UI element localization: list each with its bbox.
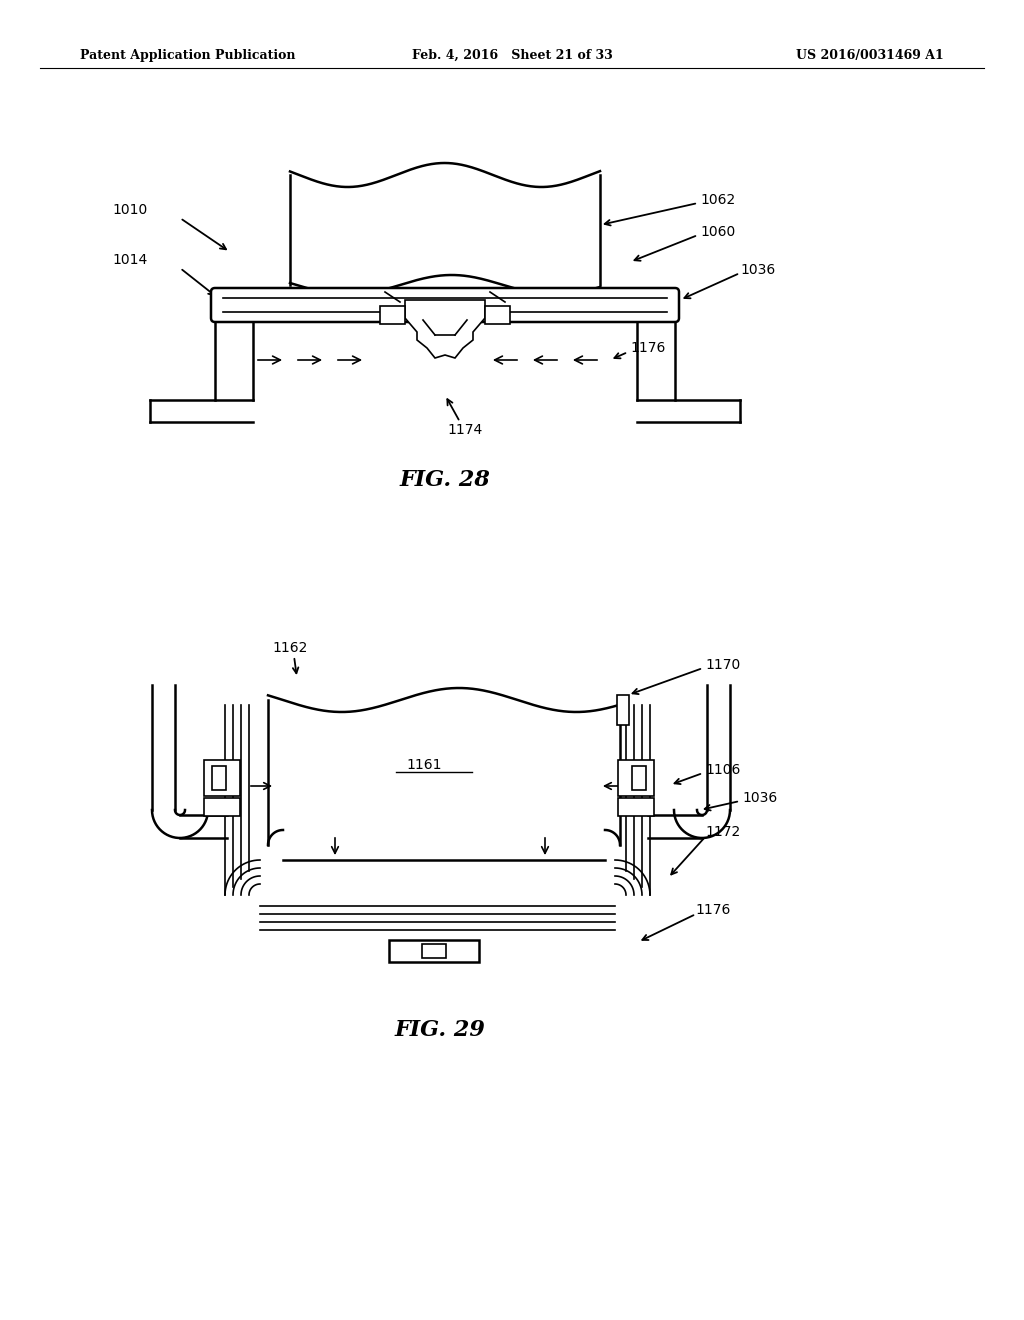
Bar (485, 306, 510, 323)
Text: 1036: 1036 (740, 263, 775, 277)
Text: 1176: 1176 (695, 903, 730, 917)
Text: 1036: 1036 (742, 791, 777, 805)
Text: 1060: 1060 (700, 224, 735, 239)
Bar (389, 940, 479, 962)
Text: 1062: 1062 (700, 193, 735, 207)
Text: 1172: 1172 (705, 825, 740, 840)
Polygon shape (290, 176, 600, 285)
Text: 1174: 1174 (447, 422, 482, 437)
Bar (422, 944, 446, 958)
Bar (632, 766, 646, 789)
Text: Feb. 4, 2016   Sheet 21 of 33: Feb. 4, 2016 Sheet 21 of 33 (412, 49, 612, 62)
Bar (617, 696, 629, 725)
Bar (204, 760, 240, 796)
Text: US 2016/0031469 A1: US 2016/0031469 A1 (797, 49, 944, 62)
Polygon shape (406, 300, 485, 358)
Bar (204, 799, 240, 816)
Text: 1161: 1161 (407, 758, 441, 772)
Text: 1014: 1014 (113, 253, 148, 267)
Bar (380, 306, 406, 323)
Text: Patent Application Publication: Patent Application Publication (80, 49, 296, 62)
Text: 1162: 1162 (272, 642, 307, 655)
Text: 1176: 1176 (630, 341, 666, 355)
Bar (212, 766, 226, 789)
Text: FIG. 29: FIG. 29 (394, 1019, 485, 1041)
Text: FIG. 28: FIG. 28 (399, 469, 490, 491)
Bar (618, 799, 654, 816)
Polygon shape (150, 400, 253, 422)
Text: 1170: 1170 (705, 657, 740, 672)
Bar (618, 760, 654, 796)
Text: 1106: 1106 (705, 763, 740, 777)
Text: 1010: 1010 (113, 203, 148, 216)
Polygon shape (637, 400, 740, 422)
Polygon shape (268, 700, 620, 861)
FancyBboxPatch shape (211, 288, 679, 322)
